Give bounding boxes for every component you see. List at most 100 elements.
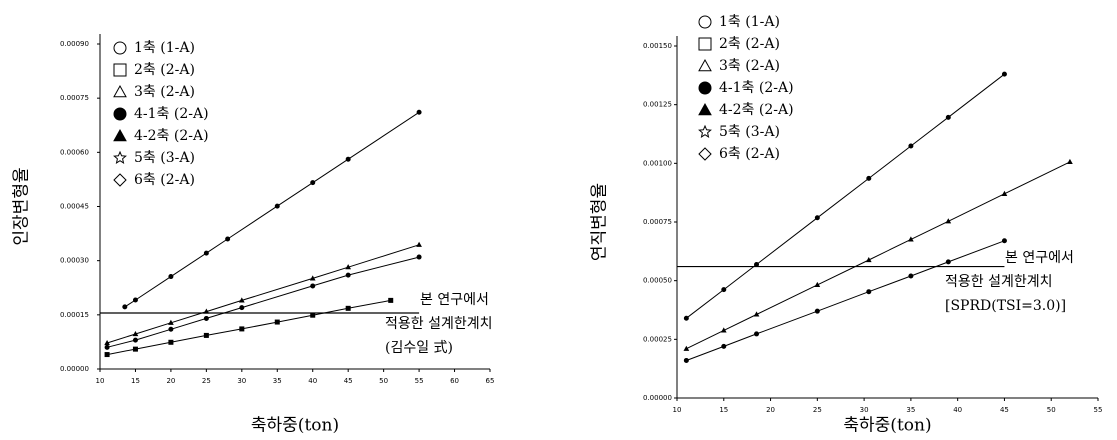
series-line [686, 73, 1005, 319]
data-point [908, 273, 914, 279]
data-point [866, 175, 872, 181]
series-line [106, 244, 420, 344]
legend-marker [113, 84, 127, 98]
x-tick-label: 10 [96, 377, 105, 385]
data-point [754, 261, 760, 267]
data-point [683, 357, 689, 363]
legend-marker [113, 150, 127, 164]
series-line [686, 240, 1005, 361]
data-point [945, 218, 952, 224]
x-axis-label: 축하중(ton) [251, 416, 339, 436]
legend-label: 6축 (2-A) [134, 172, 195, 188]
legend-marker [113, 63, 127, 77]
data-point [203, 315, 209, 321]
data-point [416, 254, 422, 260]
data-point [1001, 71, 1007, 77]
y-tick-label: 0.00075 [643, 218, 672, 226]
y-tick-label: 0.00075 [60, 94, 89, 102]
x-tick-label: 20 [766, 406, 775, 414]
data-point [908, 143, 914, 149]
data-point [345, 272, 351, 278]
annotation-text: (김수일 式) [385, 340, 453, 356]
legend-label: 4-2축 (2-A) [719, 102, 794, 118]
data-point [309, 275, 316, 281]
legend-label: 3축 (2-A) [719, 58, 780, 74]
legend-marker [698, 81, 712, 95]
legend-marker [698, 147, 712, 161]
legend-marker [698, 37, 712, 51]
data-point [814, 281, 821, 287]
data-point [203, 332, 209, 338]
legend-label: 4-2축 (2-A) [134, 128, 209, 144]
data-point [720, 327, 727, 333]
data-point [168, 319, 174, 325]
x-tick-label: 20 [166, 377, 175, 385]
data-point [865, 256, 872, 263]
legend-label: 4-1축 (2-A) [134, 106, 209, 122]
data-point [945, 114, 951, 120]
annotation-text: 본 연구에서 [1005, 250, 1074, 266]
data-point [310, 283, 316, 289]
data-point [104, 344, 110, 350]
data-point [310, 312, 316, 318]
y-tick-label: 0.00060 [60, 148, 89, 156]
x-tick-label: 50 [1047, 406, 1056, 414]
legend-label: 3축 (2-A) [134, 84, 195, 100]
legend-label: 1축 (1-A) [719, 14, 780, 30]
data-point [753, 311, 760, 317]
x-tick-label: 15 [719, 406, 728, 414]
data-point [814, 215, 820, 221]
legend-marker [113, 173, 127, 187]
y-tick-label: 0.00050 [643, 277, 672, 285]
data-point [721, 343, 727, 349]
annotation-text: 적용한 설계한계치 [385, 316, 493, 332]
data-point [239, 326, 245, 332]
x-tick-label: 60 [450, 377, 459, 385]
data-point [168, 339, 174, 345]
data-point [1001, 190, 1008, 196]
data-point [721, 287, 727, 293]
y-axis-label: 인장변형율 [12, 167, 32, 245]
data-point [908, 236, 914, 242]
y-tick-label: 0.00000 [60, 365, 89, 373]
y-tick-label: 0.00025 [643, 335, 672, 343]
x-tick-label: 30 [237, 377, 246, 385]
x-tick-label: 35 [273, 377, 282, 385]
data-point [274, 203, 280, 209]
legend-marker [698, 15, 712, 29]
series-line [106, 256, 420, 348]
data-point [132, 330, 139, 337]
y-tick-label: 0.00150 [643, 42, 672, 50]
x-tick-label: 55 [1094, 406, 1103, 414]
data-point [388, 297, 394, 303]
legend-label: 1축 (1-A) [134, 40, 195, 56]
y-axis-label: 연직변형율 [590, 183, 610, 261]
annotation-text: [SPRD(TSI=3.0)] [945, 298, 1066, 314]
data-point [168, 326, 174, 332]
annotation-text: 본 연구에서 [420, 292, 489, 308]
legend-label: 2축 (2-A) [134, 62, 195, 78]
x-tick-label: 65 [486, 377, 495, 385]
data-point [238, 297, 245, 303]
data-point [683, 315, 689, 321]
legend-label: 5축 (3-A) [719, 124, 780, 140]
data-point [345, 305, 351, 311]
legend-marker [698, 58, 712, 72]
data-point [132, 297, 138, 303]
data-point [122, 304, 128, 310]
data-point [945, 259, 951, 265]
data-point [225, 236, 231, 242]
x-tick-label: 15 [131, 377, 140, 385]
x-tick-label: 10 [673, 406, 682, 414]
legend-marker [698, 124, 712, 138]
data-point [239, 305, 245, 311]
x-tick-label: 55 [415, 377, 424, 385]
y-tick-label: 0.00125 [643, 101, 672, 109]
data-point [132, 337, 138, 343]
y-tick-label: 0.00090 [60, 40, 89, 48]
x-tick-label: 45 [344, 377, 353, 385]
data-point [754, 331, 760, 337]
data-point [683, 345, 690, 351]
data-point [310, 180, 316, 186]
